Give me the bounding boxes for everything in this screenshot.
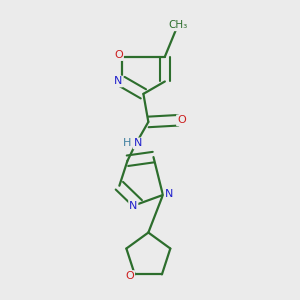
Text: N: N bbox=[134, 138, 142, 148]
Text: O: O bbox=[125, 271, 134, 281]
Text: N: N bbox=[165, 189, 173, 199]
Text: CH₃: CH₃ bbox=[168, 20, 188, 30]
Text: O: O bbox=[114, 50, 123, 60]
Text: O: O bbox=[177, 115, 186, 125]
Text: N: N bbox=[129, 201, 137, 211]
Text: N: N bbox=[114, 76, 122, 86]
Text: H: H bbox=[123, 138, 131, 148]
